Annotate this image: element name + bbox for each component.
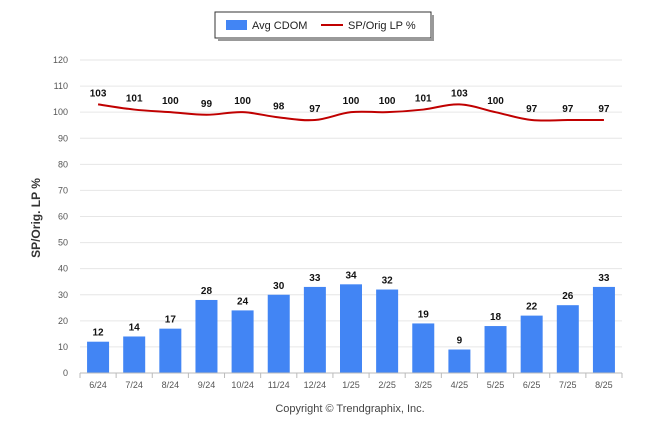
bar[interactable] (123, 336, 146, 373)
line-data-label: 100 (234, 96, 251, 107)
bar[interactable] (520, 315, 543, 373)
legend-bar-swatch (226, 20, 247, 30)
bar[interactable] (592, 286, 615, 373)
bar-data-label: 14 (129, 322, 141, 333)
bar[interactable] (484, 326, 507, 373)
line-data-label: 100 (343, 96, 360, 107)
y-tick-label: 60 (58, 212, 68, 222)
x-tick-label: 7/24 (125, 380, 143, 390)
bar-data-label: 33 (309, 273, 321, 284)
y-tick-label: 30 (58, 290, 68, 300)
bar[interactable] (159, 328, 182, 373)
bar-data-label: 33 (598, 273, 610, 284)
line-series: 103 101 100 99 100 98 97 100 100 101 103 100 97 97 97 (90, 88, 610, 122)
bar-data-label: 30 (273, 281, 285, 292)
line-data-label: 100 (487, 96, 504, 107)
line-data-label: 103 (90, 88, 107, 99)
line-data-label: 99 (201, 99, 213, 110)
bar-data-label: 28 (201, 286, 213, 297)
y-axis-ticks: 0 10 20 30 40 50 60 70 80 90 100 110 120 (53, 55, 68, 378)
line-data-label: 103 (451, 88, 468, 99)
y-tick-label: 80 (58, 159, 68, 169)
bar-data-label: 9 (457, 336, 463, 347)
bar-data-label: 17 (165, 315, 177, 326)
line-path[interactable] (97, 103, 604, 122)
line-data-label: 98 (273, 101, 285, 112)
y-tick-label: 100 (53, 107, 68, 117)
x-tick-label: 4/25 (451, 380, 469, 390)
y-tick-label: 0 (63, 368, 68, 378)
y-tick-label: 120 (53, 55, 68, 65)
bar[interactable] (87, 341, 110, 373)
line-data-label: 97 (598, 104, 610, 115)
copyright-credit: Copyright © Trendgraphix, Inc. (275, 403, 424, 415)
x-tick-label: 9/24 (198, 380, 216, 390)
bar[interactable] (376, 289, 399, 373)
legend[interactable]: Avg CDOM SP/Orig LP % (214, 11, 434, 41)
bar-data-label: 18 (490, 312, 502, 323)
y-tick-label: 110 (54, 81, 68, 91)
x-tick-label: 5/25 (487, 380, 505, 390)
bar[interactable] (340, 284, 362, 373)
legend-bar-label[interactable]: Avg CDOM (252, 20, 307, 32)
x-tick-label: 12/24 (304, 380, 327, 390)
x-axis-ticks: 6/24 7/24 8/24 9/24 10/24 11/24 12/24 1/25 2/25 3… (79, 372, 623, 390)
bar-data-label: 32 (382, 276, 394, 287)
bar[interactable] (267, 294, 290, 373)
line-data-label: 101 (415, 94, 432, 105)
x-tick-label: 10/24 (231, 380, 254, 390)
x-tick-label: 7/25 (559, 380, 577, 390)
y-tick-label: 70 (58, 185, 68, 195)
bar-data-label: 34 (345, 270, 357, 281)
y-tick-label: 90 (58, 133, 68, 143)
bar-data-label: 24 (237, 296, 249, 307)
y-tick-label: 10 (58, 342, 68, 352)
y-tick-label: 50 (58, 238, 68, 248)
legend-box-shadow-bottom (218, 38, 434, 41)
x-tick-label: 11/24 (268, 380, 290, 390)
bar-data-label: 19 (418, 309, 430, 320)
x-tick-label: 6/25 (523, 380, 541, 390)
bar-data-label: 22 (526, 302, 538, 313)
y-axis-title: SP/Orig. LP % (29, 178, 43, 258)
x-tick-label: 1/25 (342, 380, 360, 390)
x-tick-label: 8/24 (162, 380, 180, 390)
line-data-label: 101 (126, 94, 143, 105)
bar[interactable] (231, 310, 254, 373)
y-tick-label: 40 (58, 264, 68, 274)
line-data-label: 97 (562, 104, 574, 115)
x-tick-label: 3/25 (415, 380, 433, 390)
bar-data-label: 12 (93, 328, 105, 339)
bar[interactable] (556, 305, 579, 373)
bar-series: 12 14 17 28 24 30 33 34 32 19 9 18 22 26 33 (87, 270, 615, 373)
line-data-label: 97 (309, 104, 321, 115)
legend-box-shadow (431, 15, 434, 41)
bar[interactable] (412, 323, 435, 373)
bar[interactable] (303, 286, 326, 373)
x-tick-label: 8/25 (595, 380, 613, 390)
legend-line-label[interactable]: SP/Orig LP % (348, 20, 416, 32)
line-data-label: 97 (526, 104, 538, 115)
bar[interactable] (448, 349, 471, 373)
line-data-label: 100 (162, 96, 179, 107)
bar[interactable] (195, 299, 218, 373)
y-tick-label: 20 (58, 316, 68, 326)
x-tick-label: 2/25 (378, 380, 396, 390)
line-data-label: 100 (379, 96, 396, 107)
bar-data-label: 26 (562, 291, 574, 302)
x-tick-label: 6/24 (89, 380, 107, 390)
